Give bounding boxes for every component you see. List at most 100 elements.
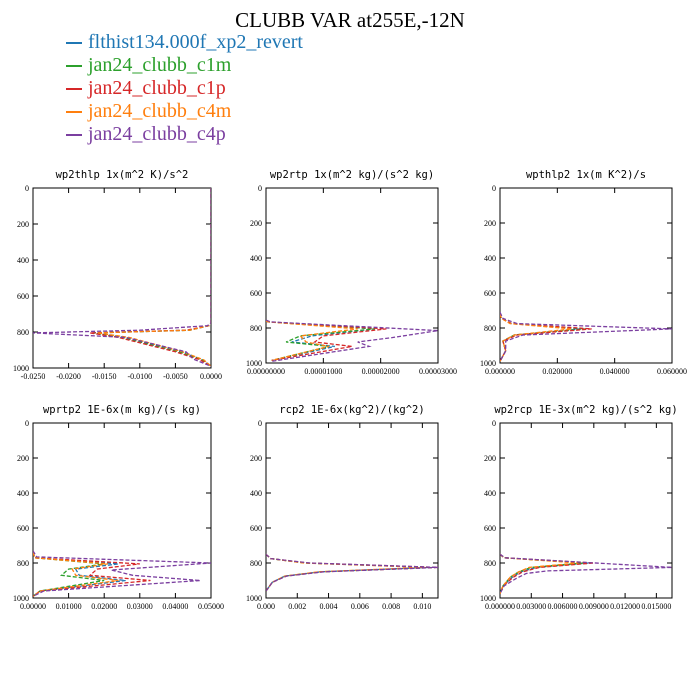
x-tick-label: 0.02000 xyxy=(91,602,117,611)
y-tick-label: 1000 xyxy=(13,364,29,373)
plot-frame xyxy=(265,422,439,599)
series-line xyxy=(93,188,211,367)
y-tick-label: 600 xyxy=(250,524,262,533)
x-tick-label: 0.04000 xyxy=(162,602,188,611)
legend-label: jan24_clubb_c4p xyxy=(88,123,226,145)
y-tick-label: 1000 xyxy=(480,594,496,603)
series-line xyxy=(266,553,431,592)
y-tick-label: 800 xyxy=(17,559,29,568)
y-tick-label: 600 xyxy=(17,524,29,533)
x-tick-label: 0.000000 xyxy=(485,367,515,376)
x-tick-label: -0.0050 xyxy=(163,372,188,381)
figure-title: CLUBB VAR at255E,-12N xyxy=(235,8,465,32)
series-line xyxy=(33,188,211,367)
x-tick-label: 0.010 xyxy=(413,602,431,611)
x-tick-label: 0.00003000 xyxy=(419,367,457,376)
x-tick-label: 0.0000 xyxy=(200,372,222,381)
y-tick-label: 1000 xyxy=(480,359,496,368)
series-line xyxy=(266,553,435,592)
series-line xyxy=(33,550,211,597)
legend-item: jan24_clubb_c4m xyxy=(66,100,303,123)
plot-frame xyxy=(499,187,673,364)
y-tick-label: 200 xyxy=(17,220,29,229)
x-tick-label: 0.006 xyxy=(351,602,369,611)
x-tick-label: 0.060000 xyxy=(657,367,687,376)
x-tick-label: 0.002 xyxy=(288,602,306,611)
series-line xyxy=(266,553,438,592)
y-tick-label: 400 xyxy=(250,489,262,498)
legend-item: flthist134.000f_xp2_revert xyxy=(66,31,303,54)
series-line xyxy=(500,312,672,362)
series-line xyxy=(33,552,105,597)
panel-title: wprtp2 1E-6x(m kg)/(s kg) xyxy=(43,404,201,416)
x-tick-label: -0.0150 xyxy=(92,372,117,381)
series-line xyxy=(500,313,592,362)
legend-label: flthist134.000f_xp2_revert xyxy=(88,31,303,53)
y-tick-label: 400 xyxy=(17,256,29,265)
y-tick-label: 400 xyxy=(484,489,496,498)
legend-item: jan24_clubb_c1m xyxy=(66,54,303,77)
y-tick-label: 200 xyxy=(484,454,496,463)
panel-title: wp2rcp 1E-3x(m^2 kg)/(s^2 kg) xyxy=(494,404,677,416)
series-line xyxy=(266,320,358,362)
x-tick-label: 0.008 xyxy=(382,602,400,611)
legend-item: jan24_clubb_c4p xyxy=(66,123,303,146)
y-tick-label: 600 xyxy=(484,289,496,298)
legend-label: jan24_clubb_c1m xyxy=(88,54,232,76)
legend-swatch xyxy=(66,42,82,45)
y-tick-label: 1000 xyxy=(246,594,262,603)
x-tick-label: 0.006000 xyxy=(548,602,578,611)
series-line xyxy=(500,553,579,594)
series-line xyxy=(89,188,211,367)
series-line xyxy=(33,552,119,597)
series-line xyxy=(97,188,211,367)
plot-frame xyxy=(32,422,212,599)
x-tick-label: 0.01000 xyxy=(56,602,82,611)
y-tick-label: 800 xyxy=(250,559,262,568)
series-line xyxy=(93,188,211,367)
x-tick-label: 0.012000 xyxy=(610,602,640,611)
y-tick-label: 200 xyxy=(17,454,29,463)
legend-item: jan24_clubb_c1p xyxy=(66,77,303,100)
y-tick-label: 400 xyxy=(484,254,496,263)
x-tick-label: 0.00002000 xyxy=(362,367,400,376)
y-tick-label: 0 xyxy=(258,419,262,428)
series-line xyxy=(500,553,672,594)
x-tick-label: 0.03000 xyxy=(127,602,153,611)
panel-title: wp2rtp 1x(m^2 kg)/(s^2 kg) xyxy=(270,169,434,181)
y-tick-label: 0 xyxy=(258,184,262,193)
x-tick-label: 0.00000000 xyxy=(247,367,285,376)
y-tick-label: 1000 xyxy=(13,594,29,603)
y-tick-label: 0 xyxy=(492,184,496,193)
y-tick-label: 0 xyxy=(492,419,496,428)
x-tick-label: 0.004 xyxy=(320,602,338,611)
x-tick-label: -0.0200 xyxy=(56,372,81,381)
x-tick-label: -0.0250 xyxy=(21,372,46,381)
y-tick-label: 200 xyxy=(250,454,262,463)
x-tick-label: 0.020000 xyxy=(542,367,572,376)
x-tick-label: 0.000 xyxy=(257,602,275,611)
y-tick-label: 800 xyxy=(250,324,262,333)
legend-swatch xyxy=(66,134,82,137)
series-line xyxy=(500,313,572,362)
y-tick-label: 0 xyxy=(25,419,29,428)
x-tick-label: 0.009000 xyxy=(579,602,609,611)
y-tick-label: 800 xyxy=(17,328,29,337)
plot-frame xyxy=(32,187,212,369)
x-tick-label: 0.003000 xyxy=(516,602,546,611)
legend-swatch xyxy=(66,65,82,68)
plot-frame xyxy=(265,187,439,364)
x-tick-label: 0.040000 xyxy=(600,367,630,376)
y-tick-label: 0 xyxy=(25,184,29,193)
series-line xyxy=(33,552,151,597)
y-tick-label: 1000 xyxy=(246,359,262,368)
legend-swatch xyxy=(66,88,82,91)
panel-title: rcp2 1E-6x(kg^2)/(kg^2) xyxy=(279,404,424,416)
y-tick-label: 200 xyxy=(484,219,496,228)
plot-frame xyxy=(499,422,673,599)
x-tick-label: 0.000000 xyxy=(485,602,515,611)
y-tick-label: 200 xyxy=(250,219,262,228)
series-line xyxy=(266,319,438,362)
x-tick-label: 0.015000 xyxy=(641,602,671,611)
